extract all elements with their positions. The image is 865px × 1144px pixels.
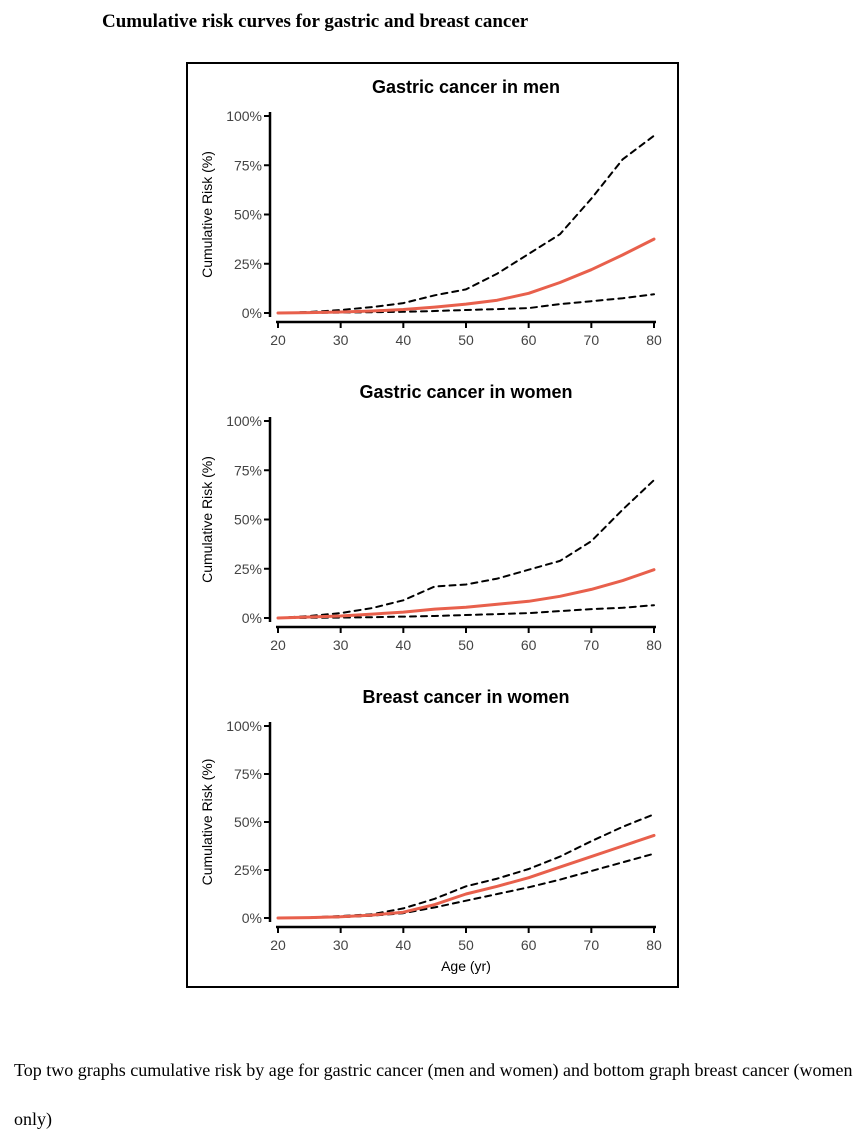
- y-tick-label: 50%: [234, 814, 262, 830]
- y-tick-label: 75%: [234, 157, 262, 173]
- x-tick-label: 20: [270, 937, 286, 953]
- x-tick-label: 50: [458, 937, 474, 953]
- x-tick-label: 60: [521, 637, 537, 653]
- confidence-bound-line: [277, 134, 655, 314]
- x-tick-label: 70: [584, 637, 600, 653]
- y-tick-label: 100%: [226, 413, 262, 429]
- x-tick-label: 60: [521, 937, 537, 953]
- x-tick-label: 30: [333, 332, 349, 348]
- chart-title: Gastric cancer in men: [372, 77, 560, 97]
- y-tick-label: 0%: [242, 305, 262, 321]
- y-tick-label: 0%: [242, 610, 262, 626]
- x-tick-label: 30: [333, 637, 349, 653]
- y-tick-label: 100%: [226, 718, 262, 734]
- figure-frame: [186, 62, 679, 988]
- y-tick-label: 25%: [234, 862, 262, 878]
- risk-estimate-line: [276, 237, 656, 315]
- risk-estimate-line: [276, 568, 656, 620]
- x-tick-label: 30: [333, 937, 349, 953]
- y-tick-label: 75%: [234, 766, 262, 782]
- y-axis-label: Cumulative Risk (%): [199, 759, 215, 886]
- chart-panel-2: Gastric cancer in women 0% 25% 50% 75% 100% 20…: [199, 382, 662, 653]
- x-tick-label: 60: [521, 332, 537, 348]
- confidence-bound-line: [277, 293, 655, 314]
- x-tick-label: 20: [270, 637, 286, 653]
- x-tick-label: 40: [396, 937, 412, 953]
- confidence-bound-line: [277, 479, 655, 619]
- x-tick-label: 70: [584, 332, 600, 348]
- y-tick-label: 25%: [234, 256, 262, 272]
- chart-title: Breast cancer in women: [362, 687, 569, 707]
- chart-panel-1: Gastric cancer in men 0% 25% 50% 75% 100% 20 30…: [199, 77, 662, 348]
- page-title: Cumulative risk curves for gastric and b…: [102, 11, 529, 32]
- confidence-bound-line: [277, 813, 655, 919]
- x-tick-label: 40: [396, 332, 412, 348]
- y-tick-label: 0%: [242, 910, 262, 926]
- y-tick-label: 100%: [226, 108, 262, 124]
- y-axis-label: Cumulative Risk (%): [199, 151, 215, 278]
- x-tick-label: 80: [646, 332, 662, 348]
- x-tick-label: 70: [584, 937, 600, 953]
- y-tick-label: 75%: [234, 462, 262, 478]
- x-tick-label: 50: [458, 637, 474, 653]
- confidence-bound-line: [277, 852, 655, 919]
- x-axis-label: Age (yr): [441, 958, 491, 974]
- x-tick-label: 20: [270, 332, 286, 348]
- risk-estimate-line: [276, 833, 656, 920]
- x-tick-label: 50: [458, 332, 474, 348]
- confidence-bound-line: [277, 604, 655, 619]
- y-tick-label: 25%: [234, 561, 262, 577]
- x-tick-label: 80: [646, 937, 662, 953]
- x-tick-label: 80: [646, 637, 662, 653]
- y-axis-label: Cumulative Risk (%): [199, 456, 215, 583]
- chart-panel-3: Breast cancer in women 0% 25% 50% 75% 100% 20 3…: [199, 687, 662, 974]
- y-tick-label: 50%: [234, 207, 262, 223]
- chart-title: Gastric cancer in women: [359, 382, 572, 402]
- figure-caption: Top two graphs cumulative risk by age fo…: [14, 1060, 853, 1129]
- y-tick-label: 50%: [234, 512, 262, 528]
- x-tick-label: 40: [396, 637, 412, 653]
